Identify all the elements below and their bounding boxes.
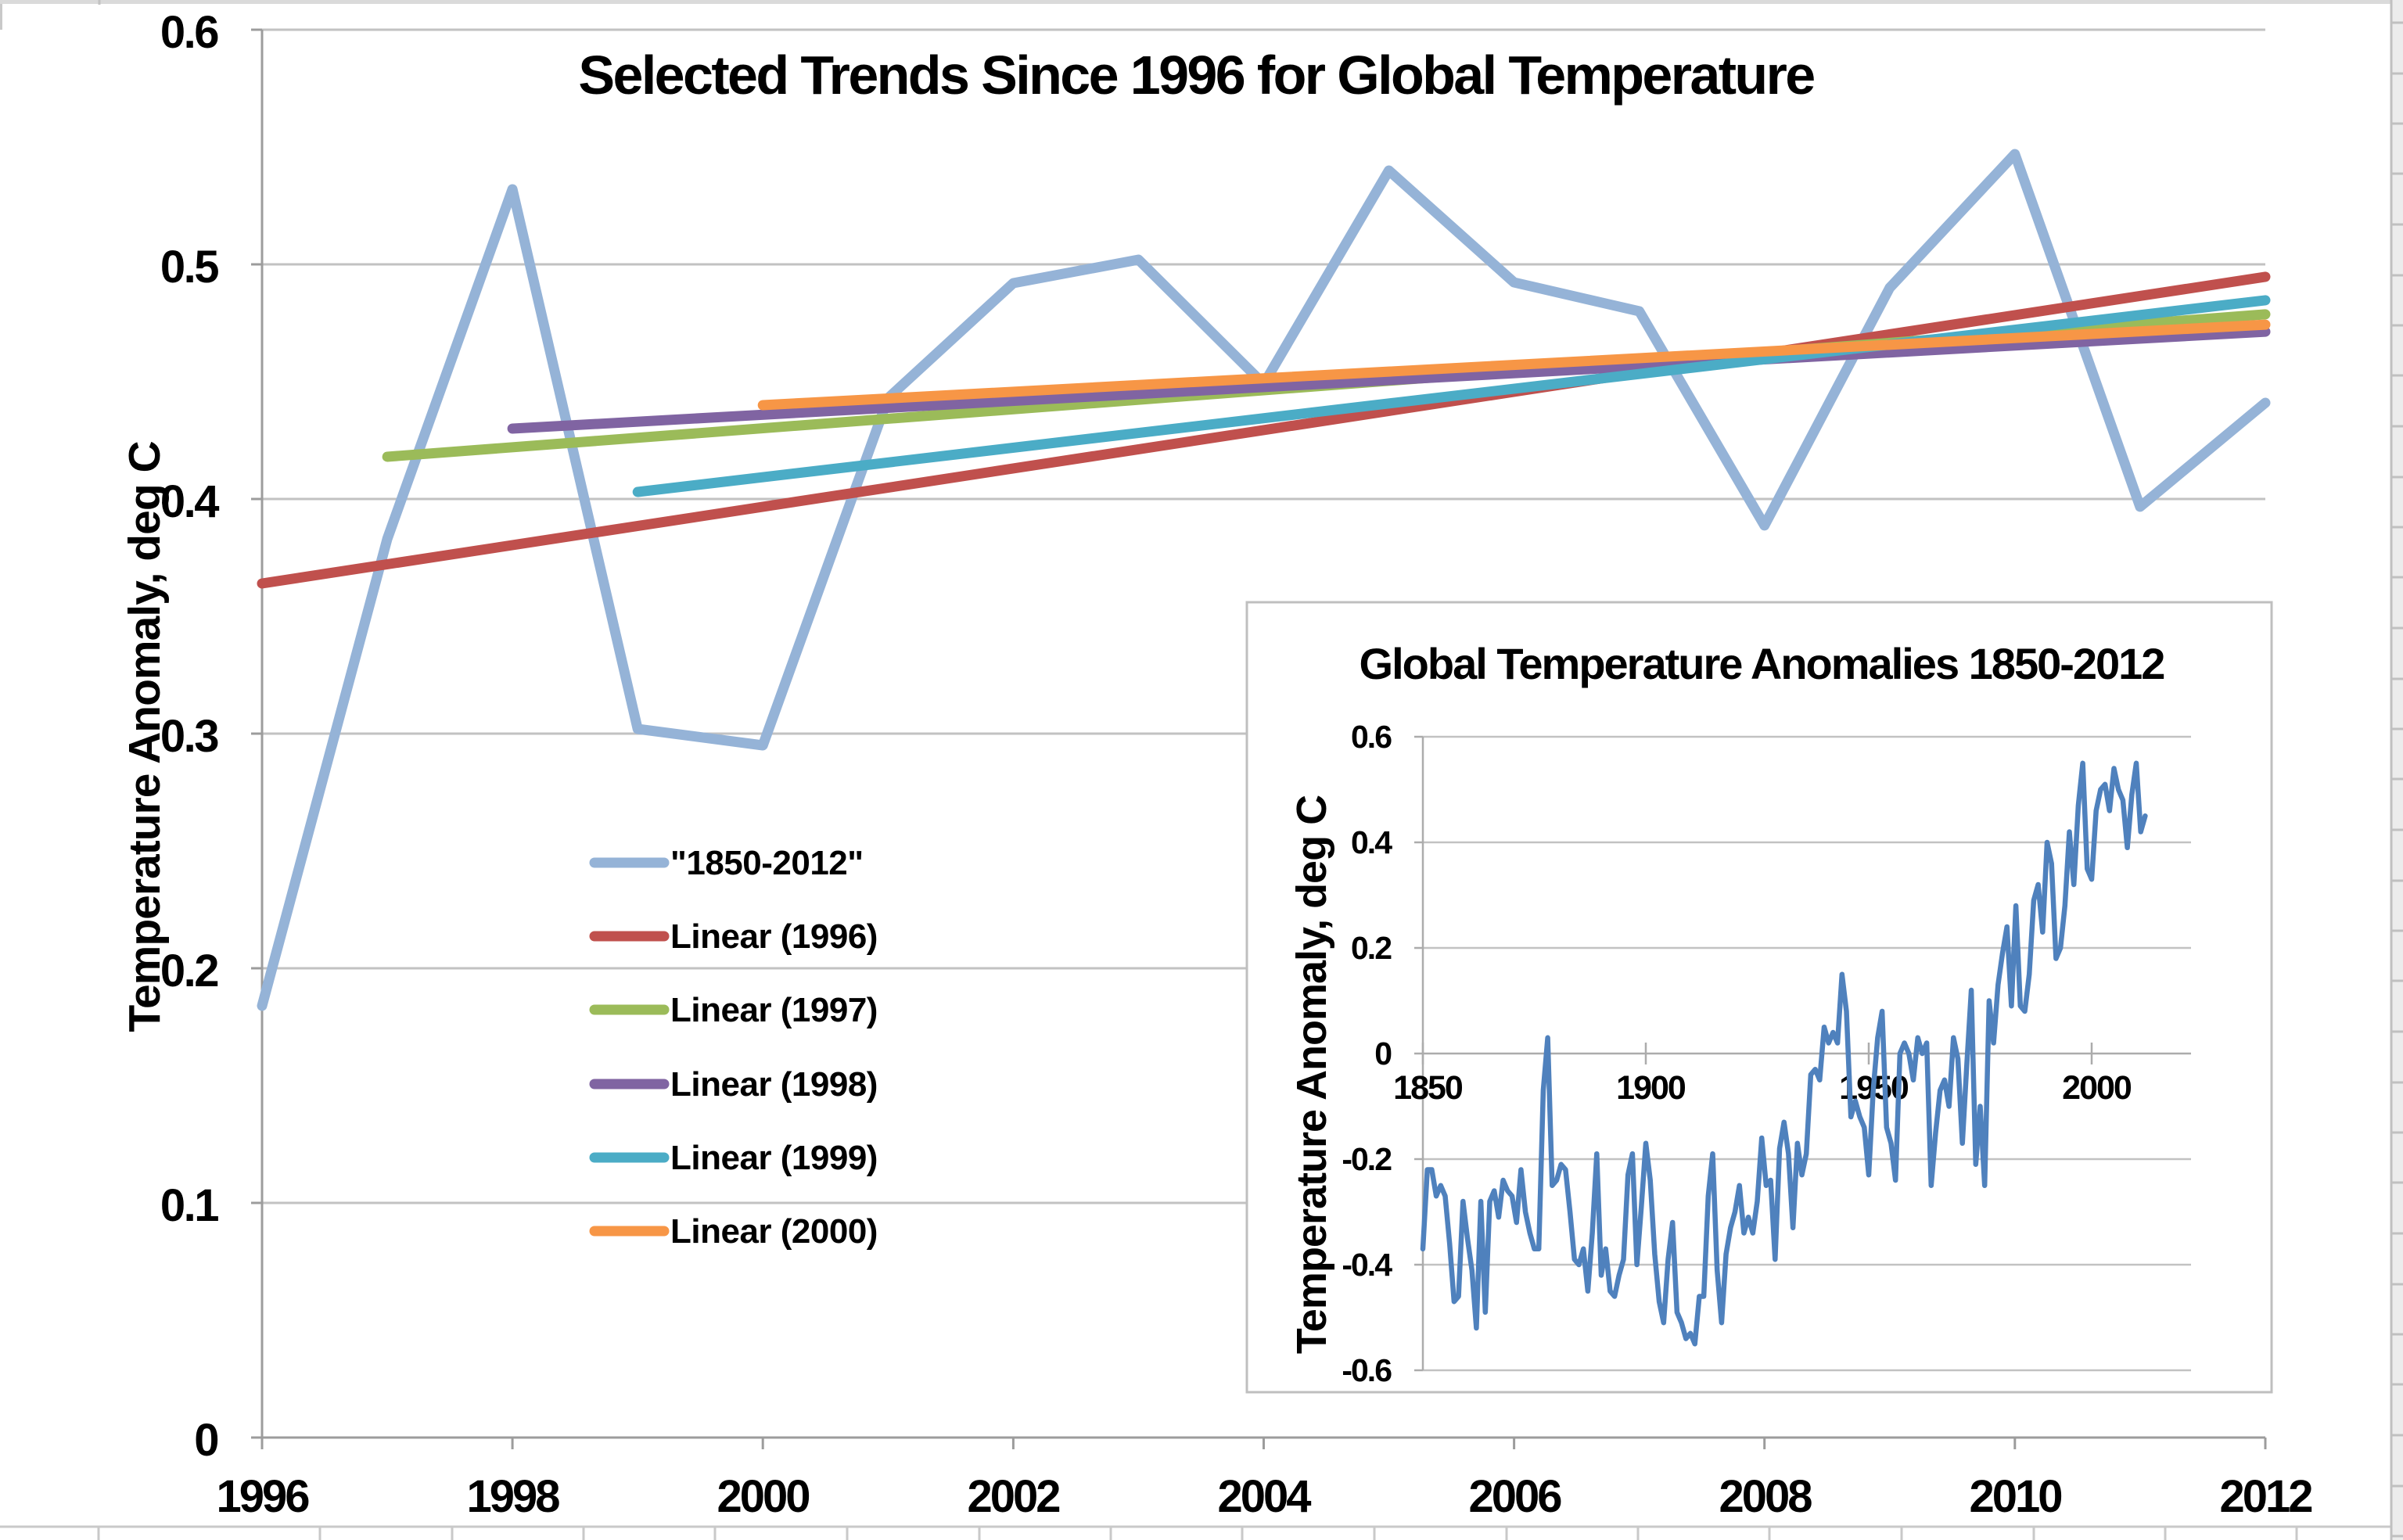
svg-text:2002: 2002 [967, 1471, 1059, 1522]
svg-text:0.4: 0.4 [1351, 824, 1392, 860]
svg-text:1998: 1998 [466, 1471, 559, 1522]
svg-text:0.6: 0.6 [1351, 719, 1392, 755]
svg-text:2010: 2010 [1969, 1471, 2061, 1522]
svg-text:2006: 2006 [1468, 1471, 1561, 1522]
svg-text:"1850-2012": "1850-2012" [670, 844, 864, 882]
svg-text:0.3: 0.3 [160, 711, 218, 762]
svg-text:0: 0 [1374, 1036, 1392, 1072]
svg-text:Linear (1996): Linear (1996) [670, 917, 878, 956]
svg-text:0.6: 0.6 [160, 7, 218, 58]
svg-text:-0.6: -0.6 [1342, 1352, 1392, 1388]
svg-text:1996: 1996 [216, 1471, 309, 1522]
svg-text:0.1: 0.1 [160, 1180, 218, 1231]
svg-text:Temperature Anomaly, deg C: Temperature Anomaly, deg C [120, 441, 170, 1032]
svg-text:-0.4: -0.4 [1342, 1247, 1392, 1283]
svg-text:Linear (1999): Linear (1999) [670, 1139, 878, 1177]
svg-text:2000: 2000 [2062, 1069, 2132, 1107]
svg-text:2008: 2008 [1719, 1471, 1812, 1522]
svg-text:Global Temperature Anomalies 1: Global Temperature Anomalies 1850-2012 [1360, 639, 2164, 688]
svg-text:Linear (1998): Linear (1998) [670, 1065, 878, 1104]
svg-text:Linear (2000): Linear (2000) [670, 1212, 878, 1251]
svg-text:0.4: 0.4 [160, 476, 219, 527]
svg-text:0: 0 [194, 1415, 217, 1466]
svg-text:2000: 2000 [717, 1471, 809, 1522]
svg-text:-0.2: -0.2 [1342, 1141, 1392, 1177]
svg-text:0.2: 0.2 [160, 946, 217, 996]
svg-text:2012: 2012 [2219, 1471, 2311, 1522]
svg-text:Linear (1997): Linear (1997) [670, 991, 878, 1029]
svg-text:Temperature Anomaly, deg C: Temperature Anomaly, deg C [1288, 795, 1335, 1354]
svg-text:2004: 2004 [1217, 1471, 1311, 1522]
svg-text:1850: 1850 [1393, 1069, 1463, 1107]
svg-text:Selected Trends Since 1996 for: Selected Trends Since 1996 for Global Te… [578, 45, 1814, 106]
svg-text:0.5: 0.5 [160, 242, 218, 293]
svg-text:1900: 1900 [1616, 1069, 1686, 1107]
svg-text:0.2: 0.2 [1351, 930, 1392, 966]
